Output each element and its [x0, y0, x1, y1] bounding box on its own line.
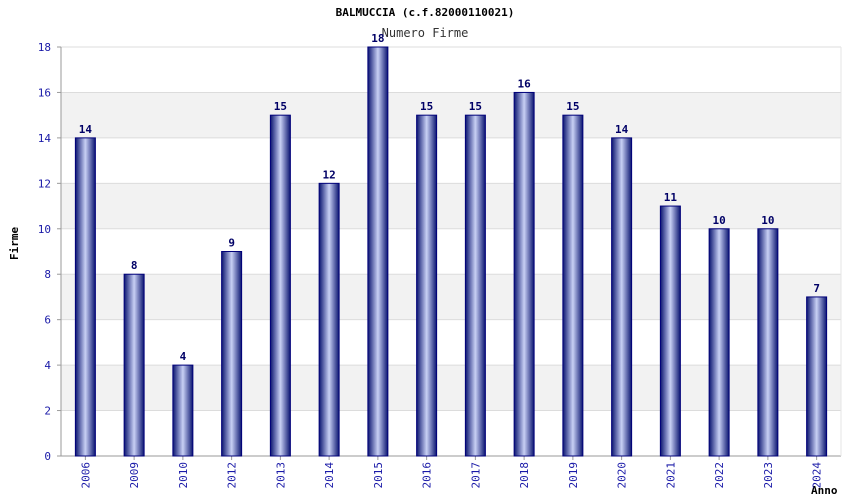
x-tick-label: 2016 [421, 462, 434, 489]
bar-value-label: 14 [79, 123, 93, 136]
bar-value-label: 15 [469, 100, 482, 113]
bar-value-label: 15 [274, 100, 287, 113]
bar-value-label: 8 [131, 259, 138, 272]
bar-value-label: 11 [664, 191, 678, 204]
x-tick-label: 2013 [274, 462, 287, 489]
bar [172, 364, 194, 457]
bar-value-label: 14 [615, 123, 629, 136]
y-tick-label: 16 [38, 86, 51, 99]
x-tick-label: 2019 [567, 462, 580, 489]
bar-value-label: 12 [323, 168, 336, 181]
chart-subtitle: Numero Firme [381, 26, 469, 40]
bar [221, 251, 243, 457]
x-tick-label: 2022 [713, 462, 726, 489]
bar-value-label: 10 [761, 214, 774, 227]
x-tick-label: 2018 [518, 462, 531, 489]
bars: 14 8 4 9 15 12 18 15 15 16 15 14 11 10 10 7 [74, 32, 828, 457]
bar-value-label: 18 [371, 32, 384, 45]
x-axis-label: Anno [811, 484, 838, 497]
bar [757, 228, 779, 457]
x-tick-label: 2015 [372, 462, 385, 489]
bar [659, 205, 681, 457]
plot-band [61, 92, 841, 138]
y-tick-label: 14 [38, 132, 52, 145]
x-tick-label: 2024 [811, 462, 824, 489]
x-tick-label: 2020 [616, 462, 629, 489]
x-tick-label: 2012 [226, 462, 239, 489]
x-tick-label: 2023 [762, 462, 775, 489]
bar-value-label: 15 [420, 100, 433, 113]
bar [611, 137, 633, 457]
bar-value-label: 16 [518, 77, 532, 90]
y-tick-label: 8 [44, 268, 51, 281]
bar [269, 114, 291, 457]
y-tick-label: 12 [38, 177, 51, 190]
x-tick-label: 2014 [323, 462, 336, 489]
bar [562, 114, 584, 457]
y-tick-label: 18 [38, 41, 51, 54]
x-tick-labels: 2006 2009 2010 2012 2013 2014 2015 2016 2017 2018… [79, 462, 823, 489]
y-tick-label: 0 [44, 450, 51, 463]
x-tick-label: 2021 [664, 462, 677, 489]
chart-title: BALMUCCIA (c.f.82000110021) [335, 6, 515, 19]
x-tick-label: 2006 [79, 462, 92, 489]
bar-value-label: 7 [813, 282, 820, 295]
y-tick-labels: 0 2 4 6 8 10 12 14 16 18 [38, 41, 52, 463]
y-tick-label: 10 [38, 223, 51, 236]
y-tick-label: 2 [44, 405, 51, 418]
bar [74, 137, 96, 457]
x-tick-label: 2009 [128, 462, 141, 489]
bar [367, 46, 389, 457]
y-tick-label: 6 [44, 314, 51, 327]
bar-value-label: 4 [180, 350, 187, 363]
plot-band [61, 183, 841, 229]
x-tick-label: 2010 [177, 462, 190, 489]
bar-value-label: 10 [713, 214, 726, 227]
bar [806, 296, 828, 457]
bar [513, 91, 535, 457]
bar [708, 228, 730, 457]
bar [464, 114, 486, 457]
bar [318, 182, 340, 457]
x-tick-label: 2017 [469, 462, 482, 489]
bar-value-label: 9 [228, 237, 235, 250]
bar [416, 114, 438, 457]
bar-value-label: 15 [566, 100, 579, 113]
y-tick-label: 4 [44, 359, 51, 372]
bar [123, 273, 145, 457]
